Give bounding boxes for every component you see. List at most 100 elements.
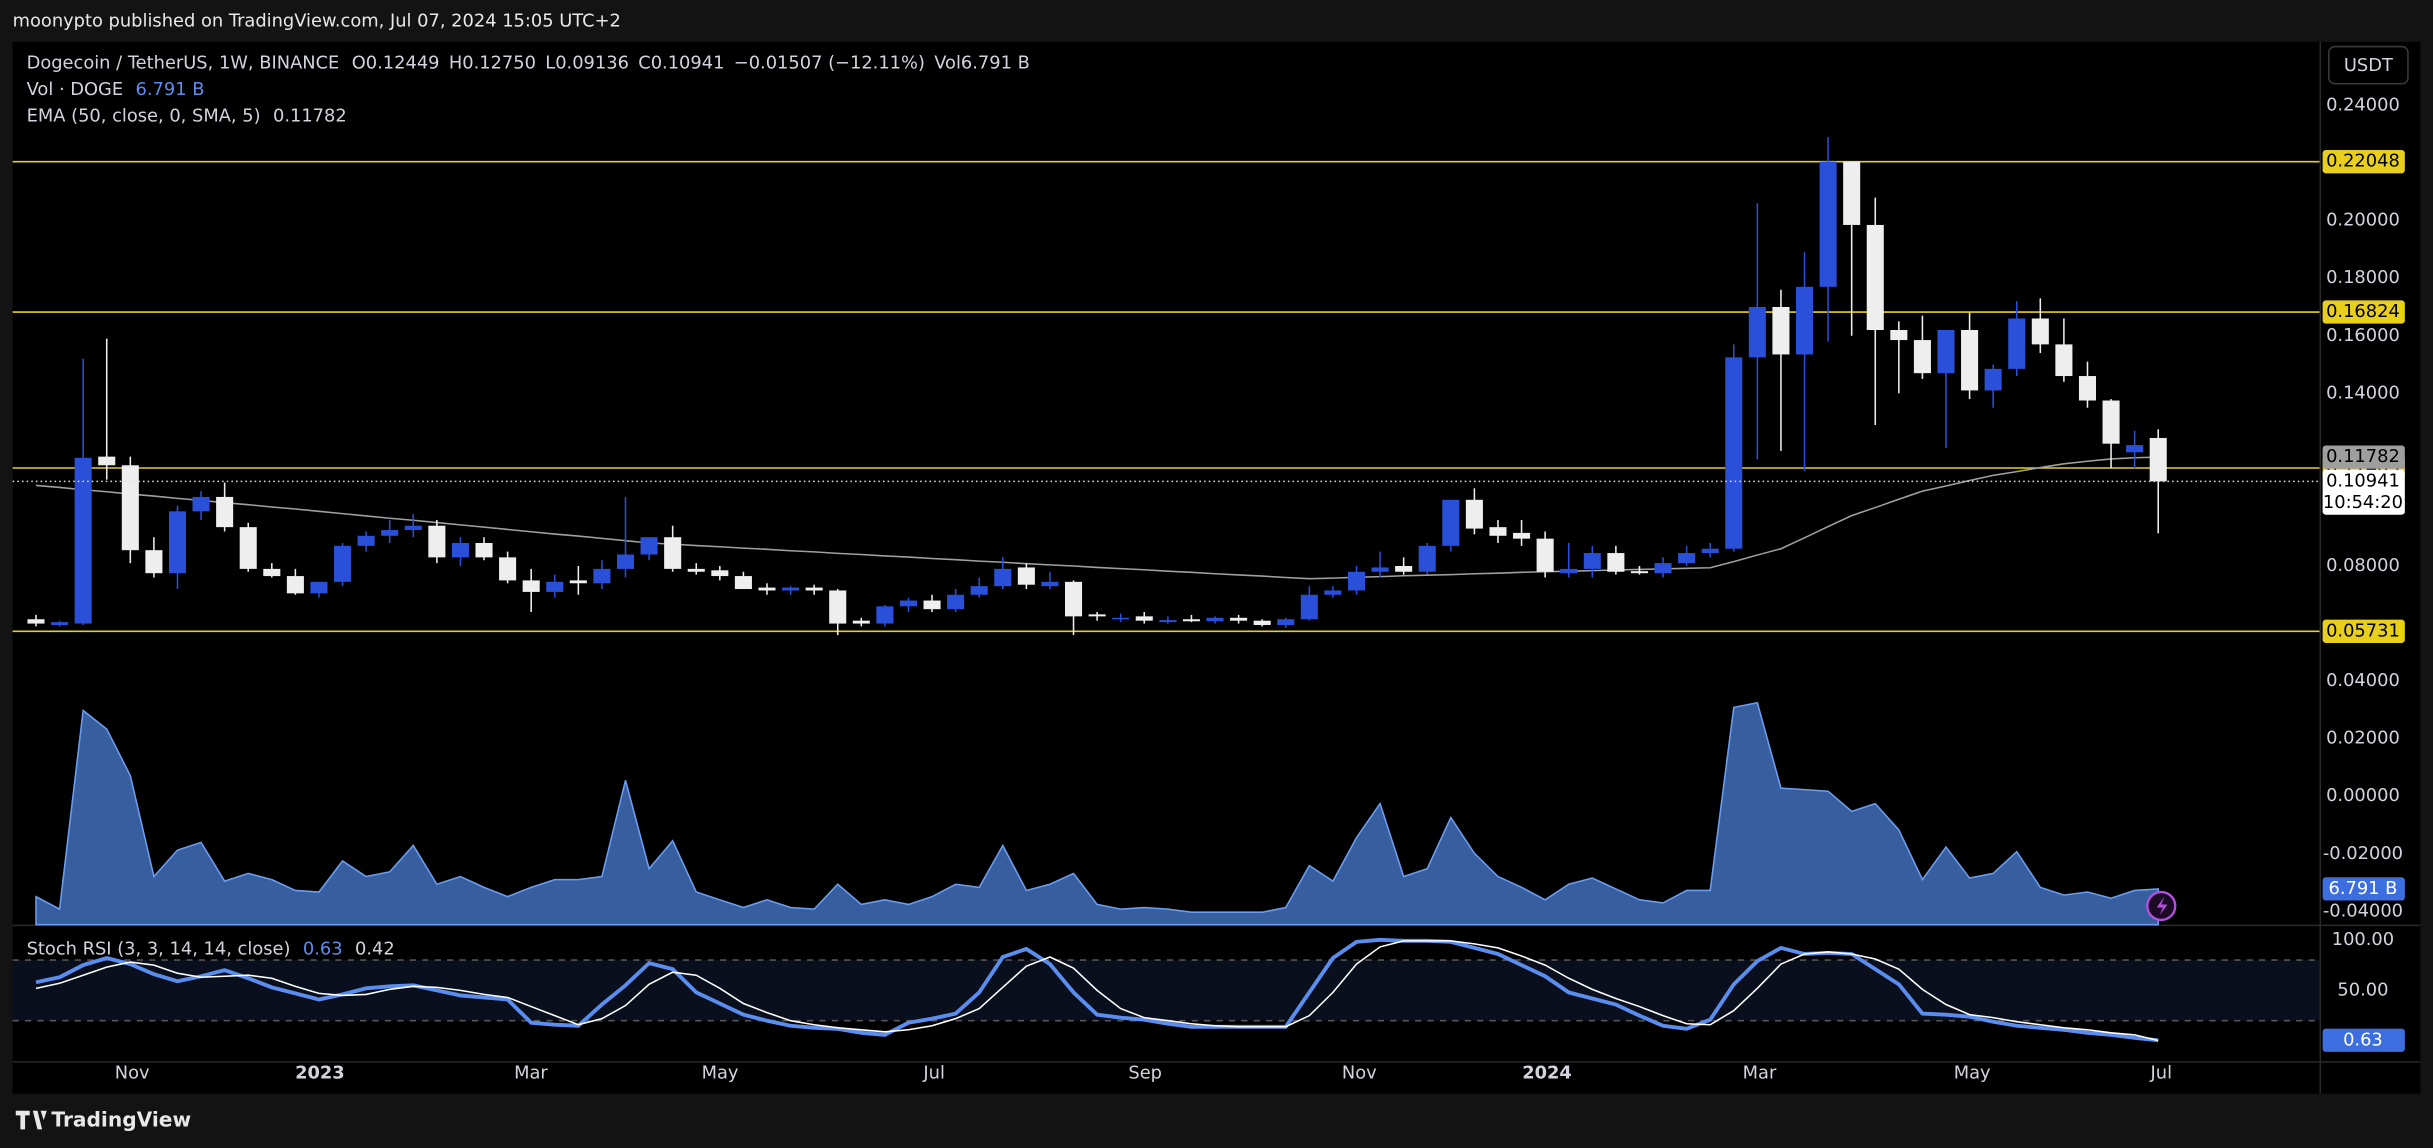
candle-body bbox=[2008, 318, 2026, 369]
candle-body bbox=[711, 570, 729, 577]
volume-label: 6.791 B bbox=[2328, 878, 2397, 899]
x-tick-label: Sep bbox=[1128, 1063, 1162, 1084]
ema-label: 0.11782 bbox=[2326, 446, 2400, 467]
x-tick-label: 2024 bbox=[1522, 1063, 1572, 1084]
candle-body bbox=[1017, 567, 1035, 585]
candle-body bbox=[1701, 548, 1719, 554]
x-tick-label: May bbox=[1954, 1063, 1991, 1084]
candle-body bbox=[2055, 344, 2073, 377]
level-label: 0.16824 bbox=[2326, 301, 2400, 322]
candle-body bbox=[499, 557, 517, 581]
legend-ema: EMA (50, close, 0, SMA, 5) 0.11782 bbox=[27, 105, 347, 126]
volume-area bbox=[35, 701, 2159, 926]
level-label-box bbox=[2322, 150, 2405, 174]
candle-body bbox=[1088, 614, 1106, 617]
candle-body bbox=[616, 554, 635, 569]
candle-body bbox=[74, 457, 92, 624]
candle-body bbox=[2078, 376, 2097, 401]
level-label: 0.05731 bbox=[2326, 620, 2400, 641]
chart-frame bbox=[12, 41, 2421, 1094]
y-tick-label: 0.14000 bbox=[2326, 382, 2400, 403]
value: 0.63 bbox=[303, 938, 343, 959]
candle-body bbox=[1984, 368, 2002, 391]
candle-body bbox=[1253, 620, 1271, 626]
stoch-label-box bbox=[2322, 1028, 2405, 1052]
candle-body bbox=[1772, 306, 1790, 355]
name: Vol · DOGE bbox=[27, 79, 124, 100]
stoch-band-fill bbox=[12, 960, 2320, 1021]
candle-body bbox=[1654, 563, 1672, 574]
y-tick-label: -0.04000 bbox=[2323, 900, 2403, 921]
currency-button[interactable] bbox=[2328, 45, 2409, 85]
candle-body bbox=[1560, 568, 1578, 574]
countdown: 10:54:20 bbox=[2323, 492, 2403, 513]
y-tick-label: 0.20000 bbox=[2326, 210, 2400, 231]
candle-body bbox=[899, 600, 917, 607]
key: O bbox=[352, 53, 366, 74]
candle-body bbox=[1866, 224, 1884, 331]
candle-body bbox=[947, 594, 965, 610]
candle-body bbox=[286, 576, 304, 594]
name: Stoch RSI (3, 3, 14, 14, close) bbox=[27, 938, 291, 959]
candle-body bbox=[876, 606, 894, 624]
legend-stoch: Stoch RSI (3, 3, 14, 14, close) 0.63 0.42 bbox=[27, 938, 395, 959]
candle-body bbox=[664, 537, 682, 569]
value: 0.11782 bbox=[273, 105, 347, 126]
candle-body bbox=[1489, 527, 1507, 536]
candle-body bbox=[1206, 617, 1224, 622]
candle-body bbox=[1819, 161, 1837, 287]
name: EMA (50, close, 0, SMA, 5) bbox=[27, 105, 261, 126]
candle-body bbox=[2031, 318, 2049, 345]
candle-body bbox=[1937, 330, 1955, 374]
candle-body bbox=[1843, 161, 1861, 225]
stoch-label: 0.63 bbox=[2343, 1029, 2383, 1050]
candle-body bbox=[428, 525, 446, 558]
publisher: moonypto published on TradingView.com, J… bbox=[13, 11, 621, 32]
currency-label[interactable]: USDT bbox=[2344, 55, 2393, 76]
candle-body bbox=[734, 576, 752, 590]
candle-body bbox=[1607, 553, 1625, 572]
candle-body bbox=[1748, 306, 1766, 358]
candle-body bbox=[451, 542, 469, 558]
candle-body bbox=[1064, 581, 1083, 617]
candle-body bbox=[192, 496, 210, 512]
candle-body bbox=[310, 581, 328, 594]
ema-line bbox=[35, 456, 2159, 580]
candle-body bbox=[121, 465, 139, 551]
candle-body bbox=[168, 511, 187, 574]
candle-body bbox=[1041, 581, 1059, 587]
candle-body bbox=[2149, 437, 2167, 482]
brand-logo bbox=[15, 1110, 47, 1130]
y-tick-label: 0.18000 bbox=[2326, 267, 2400, 288]
alert-bolt bbox=[2156, 896, 2168, 916]
candle-body bbox=[687, 568, 705, 572]
candle-body bbox=[852, 620, 870, 624]
y-tick-label: 100.00 bbox=[2332, 929, 2394, 950]
candle-body bbox=[1371, 567, 1389, 572]
candle-body bbox=[1442, 499, 1460, 546]
stoch-line bbox=[35, 940, 2159, 1042]
candle-body bbox=[640, 537, 658, 555]
price-label-box bbox=[2322, 469, 2405, 515]
x-tick-label: Mar bbox=[514, 1063, 548, 1084]
legend-volume: Vol · DOGE 6.791 B bbox=[27, 79, 205, 100]
candle-body bbox=[381, 530, 399, 536]
candle-body bbox=[1890, 330, 1908, 341]
candle-body bbox=[1182, 619, 1200, 622]
candle-body bbox=[404, 525, 422, 531]
candle-body bbox=[1230, 617, 1248, 621]
candle-body bbox=[1395, 566, 1413, 572]
key: C bbox=[638, 53, 650, 74]
candle-body bbox=[970, 586, 988, 595]
value: 6.791 B bbox=[136, 79, 205, 100]
volume-label-box bbox=[2322, 877, 2405, 901]
candle-body bbox=[357, 535, 375, 546]
candle-body bbox=[1300, 594, 1318, 620]
x-tick-label: Jul bbox=[2150, 1063, 2173, 1084]
candle-body bbox=[1159, 620, 1177, 623]
value: 6.791 B bbox=[961, 53, 1030, 74]
x-tick-label: May bbox=[702, 1063, 739, 1084]
value: 0.12449 bbox=[366, 53, 440, 74]
